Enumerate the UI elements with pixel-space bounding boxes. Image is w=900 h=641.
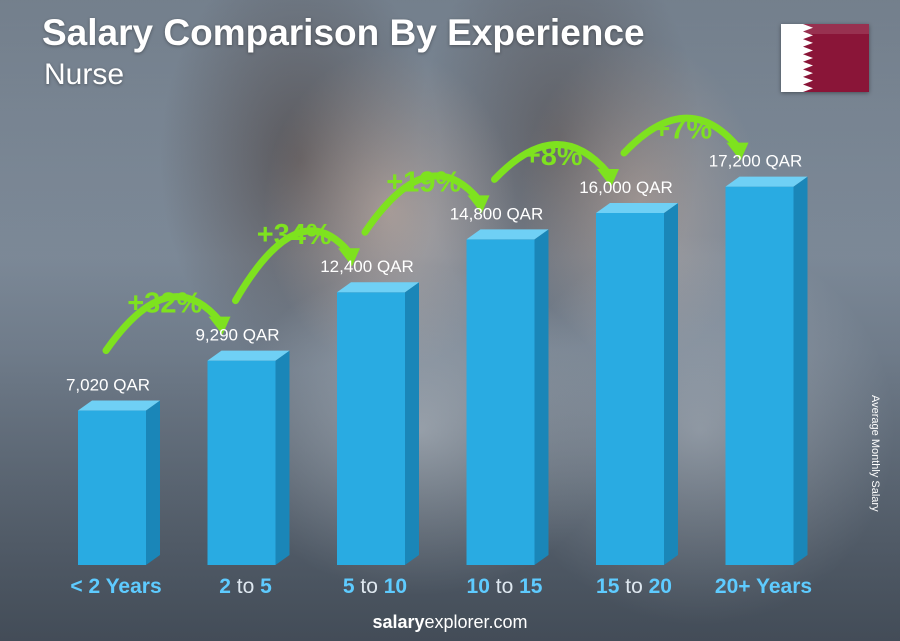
bar-front — [207, 360, 276, 565]
bar-side — [405, 282, 419, 565]
bar-top — [596, 203, 678, 213]
bar-side — [275, 350, 290, 565]
x-tick-label: 10 to 15 — [467, 575, 543, 598]
increase-arc — [361, 172, 482, 236]
bar-top — [207, 350, 290, 361]
bar-2 — [207, 350, 290, 565]
increase-arrowhead — [597, 169, 619, 187]
bar-3 — [337, 282, 419, 565]
bar-front — [78, 410, 146, 565]
bar-side — [534, 229, 549, 565]
qatar-flag-icon — [781, 24, 869, 92]
value-label: 17,200 QAR — [709, 152, 803, 171]
x-tick-label: 5 to 10 — [343, 575, 407, 598]
increase-arrows-layer: +32% +34% +19% +8% +7% — [102, 114, 749, 355]
value-label: 14,800 QAR — [450, 204, 544, 223]
increase-arc — [232, 227, 353, 305]
bar-front — [466, 239, 535, 565]
value-labels-layer: 7,020 QAR 9,290 QAR 12,400 QAR 14,800 QAR 16… — [66, 152, 802, 395]
increase-label: +32% — [127, 288, 202, 320]
bar-5 — [596, 203, 678, 565]
increase-arrow-2: +34% — [232, 219, 360, 305]
x-tick-label: < 2 Years — [70, 575, 161, 598]
increase-arc — [102, 293, 223, 355]
x-tick-labels-layer: < 2 Years 2 to 5 5 to 10 10 to 15 15 to 20 20… — [70, 575, 812, 598]
chart-subtitle: Nurse — [44, 58, 125, 91]
x-tick-label: 20+ Years — [715, 575, 812, 598]
footer-brand-bold: salary — [372, 612, 425, 632]
bars-layer — [78, 176, 808, 565]
increase-arrow-3: +19% — [361, 166, 490, 236]
bar-top — [466, 229, 549, 240]
bar-front — [596, 213, 664, 565]
increase-arrow-1: +32% — [102, 288, 231, 355]
bar-side — [146, 400, 160, 565]
value-label: 16,000 QAR — [579, 178, 673, 197]
footer-brand: salaryexplorer.com — [0, 612, 900, 633]
bar-top — [78, 400, 160, 411]
increase-arrow-4: +8% — [491, 140, 619, 187]
x-tick-label: 15 to 20 — [596, 575, 672, 598]
footer-brand-rest: explorer.com — [424, 612, 528, 632]
bar-top — [337, 282, 419, 293]
increase-arrowhead — [338, 248, 360, 267]
bar-side — [793, 176, 808, 565]
increase-arrowhead — [467, 195, 490, 214]
bar-1 — [78, 400, 160, 565]
bar-top — [725, 176, 808, 187]
increase-arc — [620, 114, 741, 157]
value-label: 12,400 QAR — [320, 257, 414, 276]
increase-arrowhead — [726, 142, 749, 161]
chart-title: Salary Comparison By Experience — [42, 12, 645, 53]
increase-label: +7% — [653, 114, 712, 146]
increase-arrowhead — [208, 316, 231, 335]
value-label: 9,290 QAR — [195, 326, 279, 345]
bar-front — [337, 292, 405, 565]
bar-4 — [466, 229, 549, 565]
bar-side — [664, 203, 678, 565]
increase-arc — [491, 141, 612, 183]
x-tick-label: 2 to 5 — [219, 575, 272, 598]
increase-label: +34% — [257, 219, 332, 251]
value-label: 7,020 QAR — [66, 376, 150, 395]
increase-label: +19% — [386, 166, 461, 198]
increase-label: +8% — [524, 140, 583, 172]
bar-front — [725, 186, 794, 565]
bar-6 — [725, 176, 808, 565]
increase-arrow-5: +7% — [620, 114, 749, 161]
